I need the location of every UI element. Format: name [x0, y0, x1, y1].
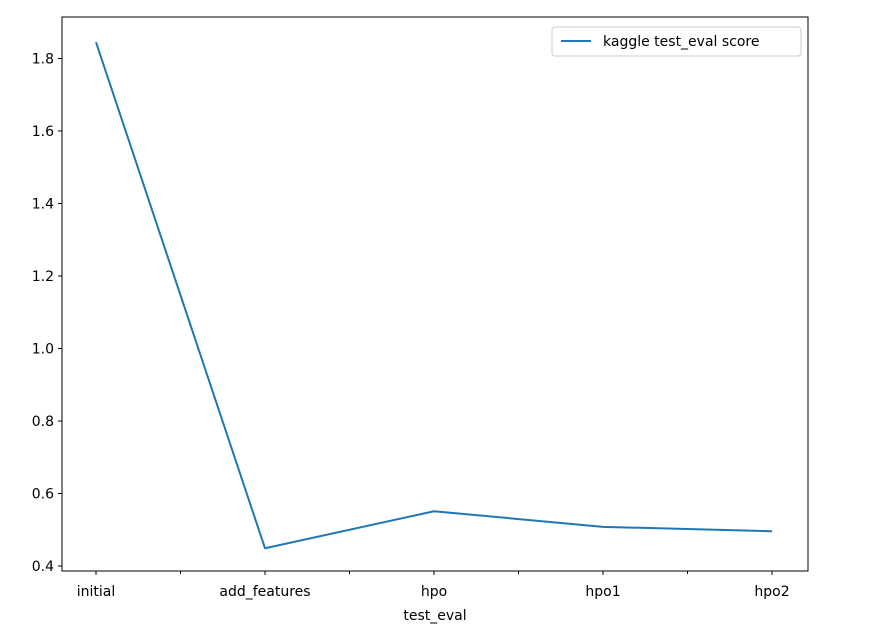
x-axis-title: test_eval — [403, 608, 466, 624]
y-axis: 0.4 0.6 0.8 1.0 1.2 1.4 1.6 1.8 — [32, 52, 62, 575]
x-tick-label: hpo1 — [585, 584, 620, 600]
y-tick-label: 1.8 — [32, 52, 54, 68]
y-tick-label: 1.6 — [32, 124, 54, 140]
series-layer — [95, 41, 773, 550]
series-line — [95, 41, 773, 550]
x-axis: initial add_features hpo hpo1 hpo2 — [77, 571, 790, 600]
y-tick-label: 1.0 — [32, 342, 54, 358]
y-tick-label: 0.4 — [32, 559, 54, 575]
y-tick-label: 0.8 — [32, 414, 54, 430]
x-tick-label: initial — [77, 584, 116, 600]
x-tick-label: add_features — [219, 584, 310, 600]
plot-frame — [61, 16, 809, 572]
y-tick-label: 0.6 — [32, 487, 54, 503]
x-tick-label: hpo — [421, 584, 447, 600]
legend-box — [551, 26, 802, 57]
y-tick-label: 1.2 — [32, 269, 54, 285]
y-tick-label: 1.4 — [32, 197, 54, 213]
legend: kaggle test_eval score — [551, 26, 802, 57]
legend-entry-label: kaggle test_eval score — [603, 34, 760, 50]
x-tick-label: hpo2 — [754, 584, 789, 600]
